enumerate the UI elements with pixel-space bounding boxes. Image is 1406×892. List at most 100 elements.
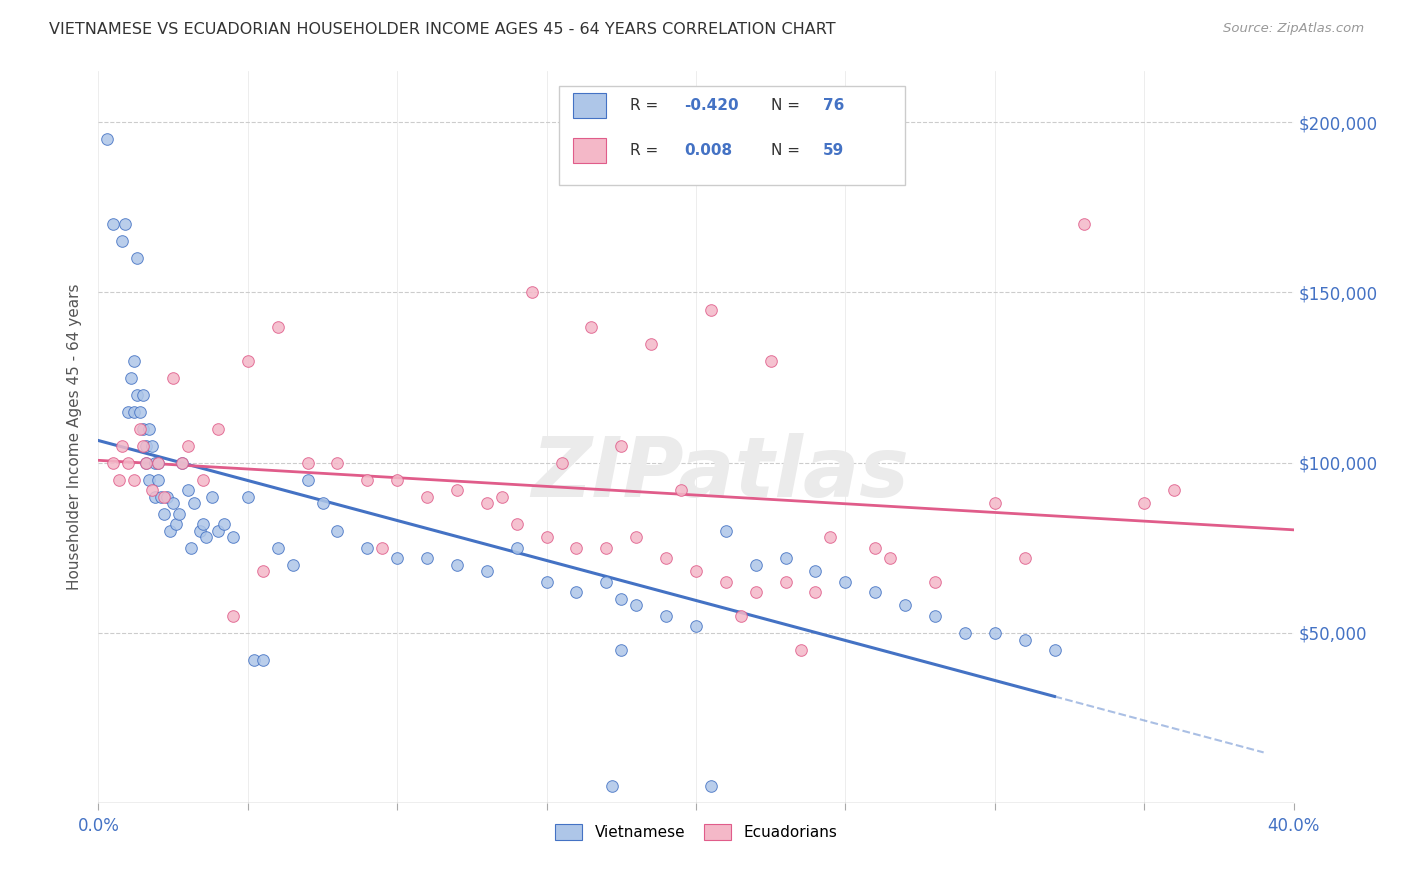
Text: -0.420: -0.420: [685, 98, 738, 112]
Point: [103, 218, 125, 232]
Point: [236, 353, 259, 368]
Point: [984, 496, 1007, 510]
Text: Source: ZipAtlas.com: Source: ZipAtlas.com: [1223, 22, 1364, 36]
Point: [135, 439, 157, 453]
Point: [172, 456, 194, 470]
Point: [103, 456, 125, 470]
Point: [475, 565, 498, 579]
Point: [141, 483, 163, 497]
Point: [536, 531, 558, 545]
Point: [117, 404, 139, 418]
Point: [789, 642, 811, 657]
Point: [114, 218, 136, 232]
Point: [640, 336, 662, 351]
Point: [745, 585, 768, 599]
Point: [714, 524, 737, 538]
Text: 76: 76: [823, 98, 844, 112]
Point: [446, 483, 468, 497]
Point: [177, 439, 200, 453]
Point: [385, 473, 409, 487]
Point: [520, 285, 543, 300]
Point: [820, 531, 842, 545]
Point: [1043, 642, 1066, 657]
Point: [129, 404, 152, 418]
Point: [191, 516, 214, 531]
Point: [150, 490, 173, 504]
Point: [536, 574, 558, 589]
Point: [297, 456, 319, 470]
Text: N =: N =: [772, 144, 806, 158]
Point: [188, 524, 211, 538]
Point: [565, 585, 588, 599]
Point: [356, 473, 378, 487]
Point: [243, 653, 266, 667]
Point: [700, 779, 723, 793]
Point: [222, 608, 245, 623]
Point: [180, 541, 202, 555]
Point: [132, 439, 155, 453]
Point: [201, 490, 224, 504]
Point: [138, 473, 160, 487]
Point: [207, 524, 229, 538]
Point: [191, 473, 214, 487]
Point: [865, 541, 887, 555]
Point: [685, 619, 707, 633]
Point: [669, 483, 692, 497]
Point: [267, 319, 290, 334]
Point: [385, 550, 409, 565]
Point: [446, 558, 468, 572]
Point: [172, 456, 194, 470]
Point: [759, 353, 782, 368]
FancyBboxPatch shape: [572, 138, 606, 163]
Point: [127, 387, 149, 401]
Point: [138, 421, 160, 435]
Point: [1014, 632, 1036, 647]
Point: [124, 473, 146, 487]
Point: [610, 439, 633, 453]
Point: [602, 779, 624, 793]
Point: [252, 653, 274, 667]
Point: [984, 625, 1007, 640]
Point: [416, 550, 439, 565]
Point: [371, 541, 394, 555]
Point: [953, 625, 976, 640]
Point: [207, 421, 229, 435]
Point: [745, 558, 768, 572]
Point: [183, 496, 205, 510]
Point: [267, 541, 290, 555]
Point: [700, 302, 723, 317]
Point: [212, 516, 235, 531]
Point: [311, 496, 333, 510]
FancyBboxPatch shape: [558, 86, 905, 185]
Point: [326, 456, 349, 470]
Point: [475, 496, 498, 510]
Point: [165, 516, 187, 531]
Point: [195, 531, 218, 545]
Point: [326, 524, 349, 538]
Point: [120, 370, 142, 384]
Point: [1163, 483, 1185, 497]
Point: [111, 439, 134, 453]
Point: [356, 541, 378, 555]
Point: [127, 252, 149, 266]
Text: R =: R =: [630, 98, 664, 112]
Point: [148, 456, 170, 470]
Text: VIETNAMESE VS ECUADORIAN HOUSEHOLDER INCOME AGES 45 - 64 YEARS CORRELATION CHART: VIETNAMESE VS ECUADORIAN HOUSEHOLDER INC…: [49, 22, 835, 37]
Point: [222, 531, 245, 545]
Point: [655, 550, 678, 565]
Text: ZIPatlas: ZIPatlas: [531, 434, 908, 514]
Point: [506, 541, 529, 555]
Point: [626, 531, 648, 545]
Point: [655, 608, 678, 623]
Point: [865, 585, 887, 599]
Point: [894, 599, 917, 613]
Point: [153, 507, 176, 521]
Y-axis label: Householder Income Ages 45 - 64 years: Householder Income Ages 45 - 64 years: [67, 284, 83, 591]
Point: [565, 541, 588, 555]
Point: [924, 574, 946, 589]
Point: [141, 439, 163, 453]
Point: [804, 585, 827, 599]
FancyBboxPatch shape: [572, 93, 606, 118]
Point: [581, 319, 603, 334]
Point: [124, 353, 146, 368]
